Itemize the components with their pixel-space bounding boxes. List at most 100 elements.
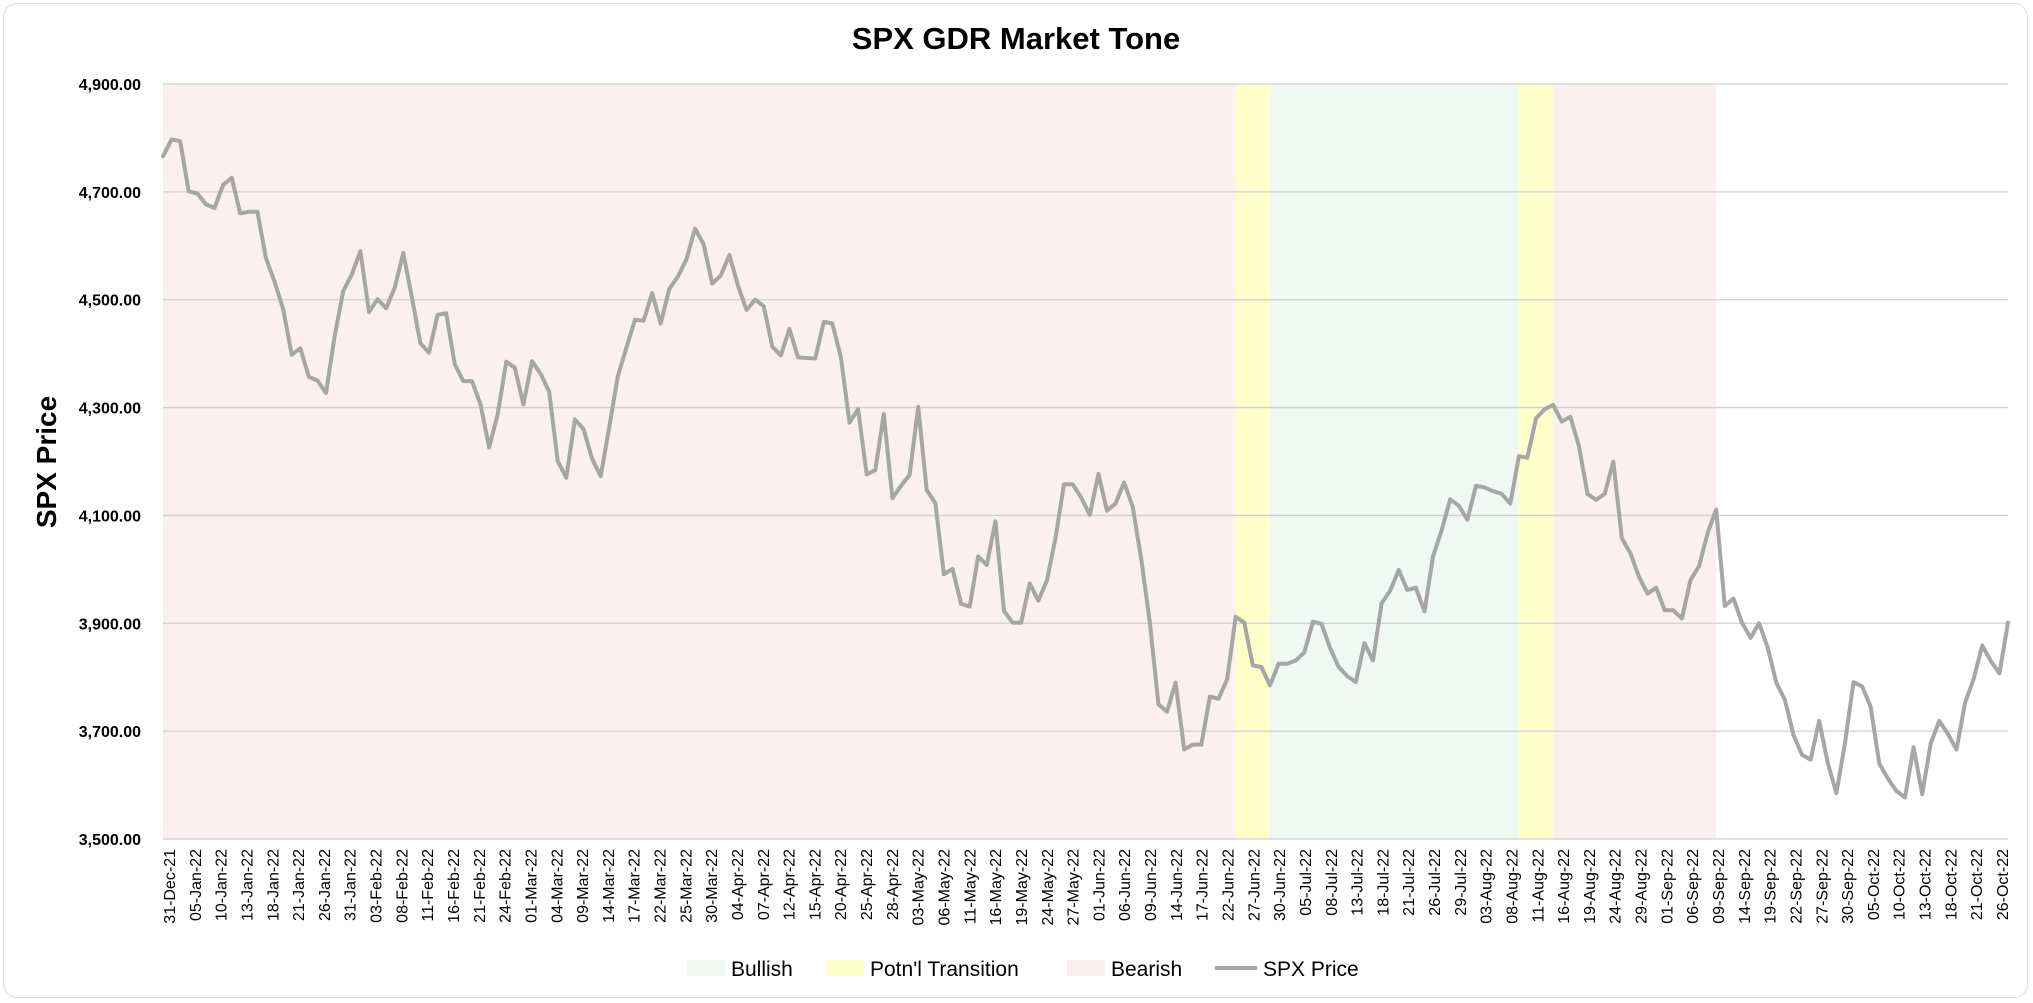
x-tick-label: 25-Mar-22 [678, 849, 695, 923]
region-bullish-2 [1270, 84, 1519, 839]
x-tick-label: 04-Mar-22 [549, 849, 566, 923]
series-line-spx-price [161, 137, 2010, 800]
x-tick-label: 06-Jun-22 [1117, 849, 1134, 921]
x-tick-label: 30-Mar-22 [704, 849, 721, 923]
x-tick-label: 26-Jan-22 [317, 849, 334, 921]
x-tick-label: 01-Jun-22 [1091, 849, 1108, 921]
x-tick-label: 16-Aug-22 [1556, 849, 1573, 924]
legend-label-bullish: Bullish [731, 958, 793, 981]
x-tick-label: 13-Jul-22 [1350, 849, 1367, 916]
x-tick-label: 31-Dec-21 [162, 849, 179, 924]
x-tick-label: 14-Mar-22 [601, 849, 618, 923]
x-tick-label: 18-Oct-22 [1943, 849, 1960, 920]
x-tick-label: 27-May-22 [1066, 849, 1083, 926]
x-tick-label: 20-Apr-22 [833, 849, 850, 920]
x-tick-label: 06-May-22 [937, 849, 954, 926]
x-tick-label: 24-Feb-22 [498, 849, 515, 923]
tone-regions [163, 84, 1717, 839]
legend: Bullish Potn'l Transition Bearish SPX Price [687, 958, 1359, 981]
y-tick-label: 4,300.00 [79, 401, 141, 418]
x-tick-label: 07-Apr-22 [756, 849, 773, 920]
x-tick-label: 17-Mar-22 [627, 849, 644, 923]
x-tick-label: 19-Sep-22 [1763, 849, 1780, 924]
x-tick-label: 06-Sep-22 [1685, 849, 1702, 924]
x-tick-label: 09-Sep-22 [1711, 849, 1728, 924]
x-tick-label: 30-Jun-22 [1272, 849, 1289, 921]
chart-title: SPX GDR Market Tone [852, 21, 1180, 56]
x-tick-label: 22-Sep-22 [1789, 849, 1806, 924]
y-tick-label: 4,900.00 [79, 77, 141, 94]
y-axis-label: SPX Price [31, 396, 62, 528]
legend-label-spx-price: SPX Price [1263, 958, 1359, 981]
x-tick-label: 17-Jun-22 [1195, 849, 1212, 921]
region-potn-l-transition-1 [1235, 84, 1270, 839]
x-tick-label: 01-Mar-22 [523, 849, 540, 923]
x-tick-label: 09-Jun-22 [1143, 849, 1160, 921]
x-tick-label: 18-Jul-22 [1375, 849, 1392, 916]
x-tick-label: 31-Jan-22 [343, 849, 360, 921]
x-tick-label: 12-Apr-22 [782, 849, 799, 920]
region-potn-l-transition-3 [1518, 84, 1554, 839]
legend-label-potn-l-transition: Potn'l Transition [870, 958, 1019, 981]
x-tick-label: 03-Aug-22 [1479, 849, 1496, 924]
x-tick-label: 21-Feb-22 [472, 849, 489, 923]
x-tick-label: 13-Oct-22 [1918, 849, 1935, 920]
x-tick-label: 29-Aug-22 [1634, 849, 1651, 924]
region-bearish-0 [163, 84, 1236, 839]
y-tick-label: 4,100.00 [79, 508, 141, 525]
x-tick-label: 10-Oct-22 [1892, 849, 1909, 920]
x-tick-label: 08-Aug-22 [1505, 849, 1522, 924]
x-tick-label: 10-Jan-22 [214, 849, 231, 921]
x-tick-label: 26-Jul-22 [1427, 849, 1444, 916]
x-tick-label: 25-Apr-22 [859, 849, 876, 920]
x-tick-label: 11-Feb-22 [420, 849, 437, 922]
x-tick-label: 19-May-22 [1014, 849, 1031, 926]
x-tick-label: 09-Mar-22 [575, 849, 592, 923]
x-tick-label: 21-Jul-22 [1401, 849, 1418, 916]
x-tick-label: 05-Jan-22 [188, 849, 205, 921]
y-tick-label: 4,500.00 [79, 293, 141, 310]
x-tick-label: 27-Sep-22 [1814, 849, 1831, 924]
x-tick-label: 24-Aug-22 [1608, 849, 1625, 924]
x-tick-label: 11-Aug-22 [1530, 849, 1547, 923]
x-tick-label: 18-Jan-22 [265, 849, 282, 921]
x-tick-label: 29-Jul-22 [1453, 849, 1470, 916]
x-tick-label: 30-Sep-22 [1840, 849, 1857, 924]
x-tick-label: 19-Aug-22 [1582, 849, 1599, 924]
x-axis-ticks: 31-Dec-21 05-Jan-22 10-Jan-22 13-Jan-22 18-J… [162, 849, 2012, 926]
gridlines [163, 83, 2008, 840]
legend-swatch-bearish [1067, 960, 1105, 976]
y-tick-label: 3,900.00 [79, 616, 141, 633]
x-tick-label: 03-May-22 [911, 849, 928, 926]
legend-swatch-potn-l-transition [826, 960, 864, 976]
x-tick-label: 22-Mar-22 [653, 849, 670, 923]
legend-swatch-bullish [687, 960, 725, 976]
x-tick-label: 13-Jan-22 [240, 849, 257, 921]
x-tick-label: 08-Feb-22 [394, 849, 411, 923]
x-tick-label: 22-Jun-22 [1221, 849, 1238, 921]
y-tick-label: 4,700.00 [79, 185, 141, 202]
x-tick-label: 11-May-22 [962, 849, 979, 924]
x-tick-label: 03-Feb-22 [369, 849, 386, 923]
x-tick-label: 14-Jun-22 [1169, 849, 1186, 921]
y-tick-label: 3,700.00 [79, 724, 141, 741]
x-tick-label: 16-Feb-22 [446, 849, 463, 923]
region-bearish-4 [1553, 84, 1717, 839]
x-tick-label: 14-Sep-22 [1737, 849, 1754, 924]
y-tick-label: 3,500.00 [79, 832, 141, 849]
series-layer [161, 137, 2010, 800]
x-tick-label: 26-Oct-22 [1995, 849, 2012, 920]
x-tick-label: 27-Jun-22 [1246, 849, 1263, 921]
x-tick-label: 21-Jan-22 [291, 849, 308, 921]
x-tick-label: 15-Apr-22 [807, 849, 824, 920]
legend-label-bearish: Bearish [1111, 958, 1182, 981]
x-tick-label: 28-Apr-22 [885, 849, 902, 920]
x-tick-label: 01-Sep-22 [1659, 849, 1676, 924]
x-tick-label: 24-May-22 [1040, 849, 1057, 926]
x-tick-label: 04-Apr-22 [730, 849, 747, 920]
x-tick-label: 08-Jul-22 [1324, 849, 1341, 916]
x-tick-label: 05-Jul-22 [1298, 849, 1315, 916]
y-axis-ticks: 4,900.00 4,700.00 4,500.00 4,300.00 4,100.00… [79, 77, 141, 849]
x-tick-label: 16-May-22 [988, 849, 1005, 926]
